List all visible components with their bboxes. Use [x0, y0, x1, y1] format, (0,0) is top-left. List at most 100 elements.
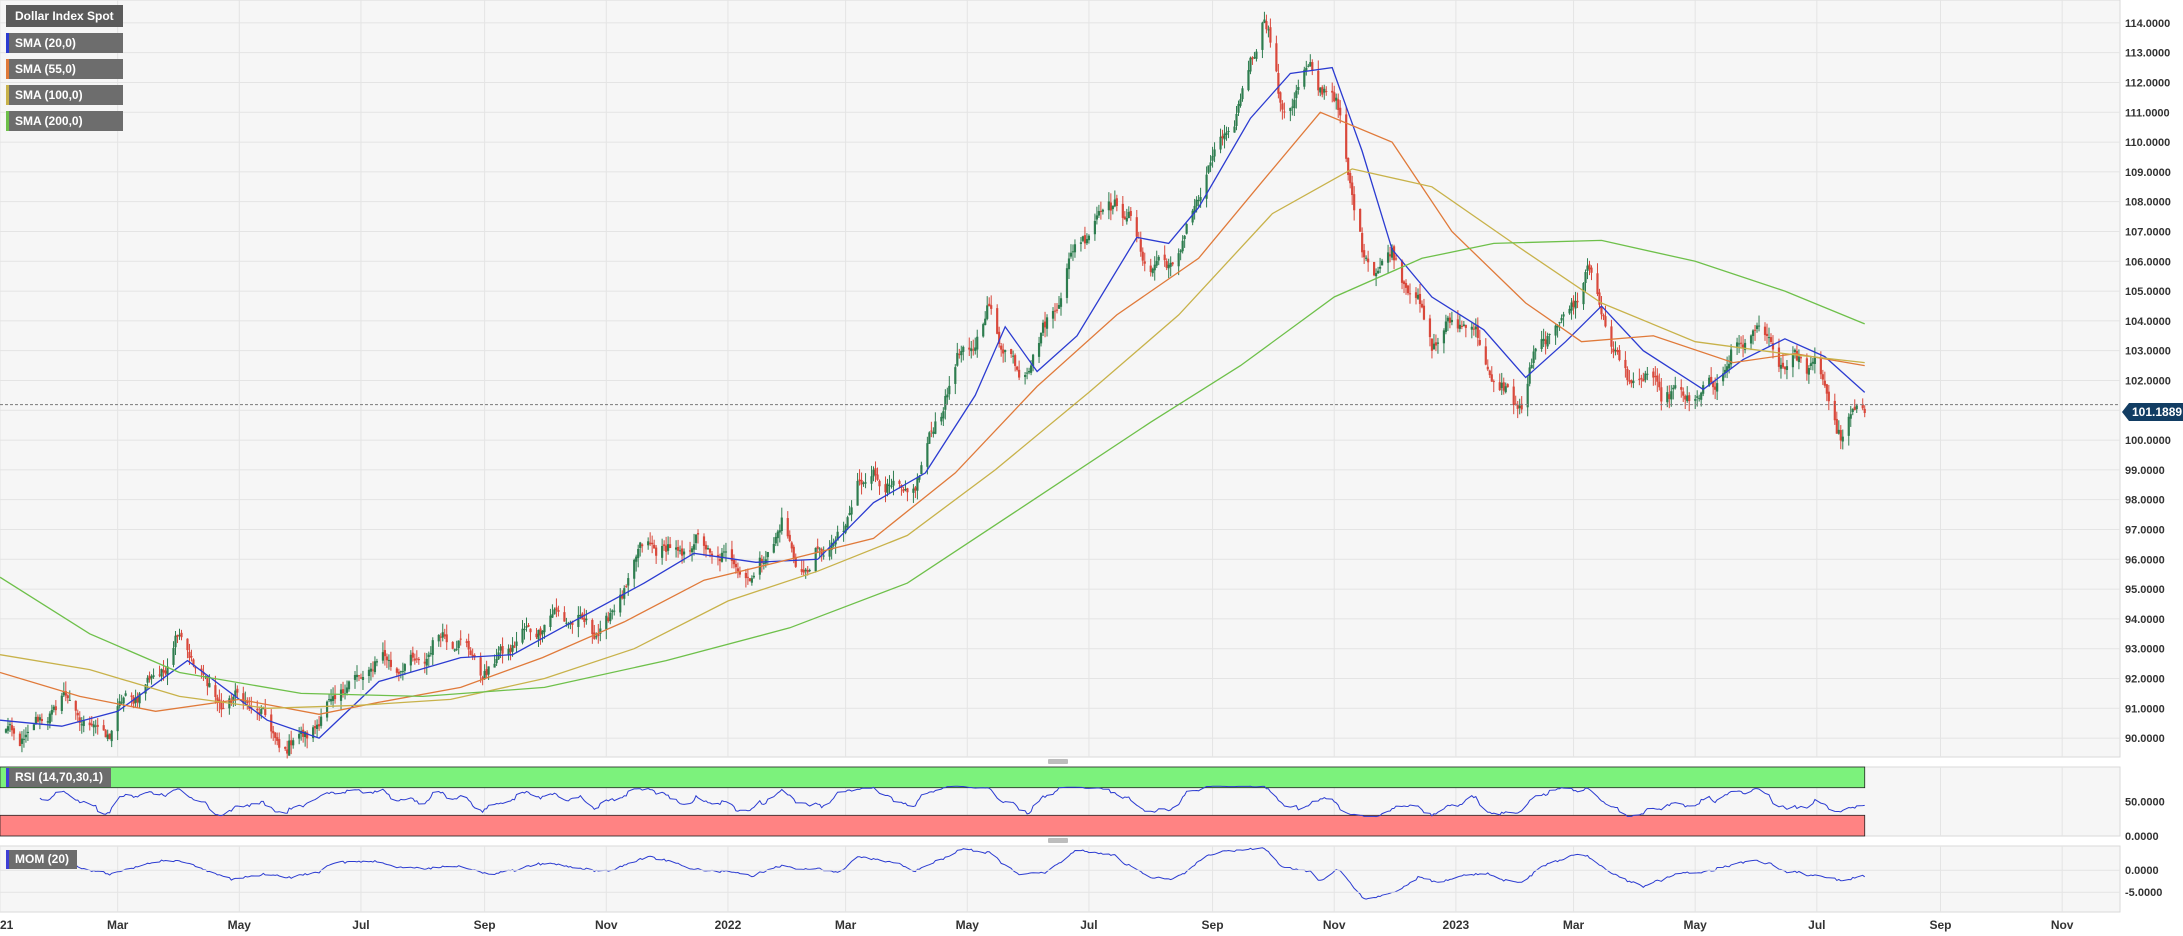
candle-body [1574, 300, 1577, 309]
candle-body [1446, 317, 1450, 322]
y-tick-label: 93.0000 [2125, 644, 2165, 656]
candle-body [1071, 251, 1075, 253]
candle-body [96, 724, 99, 727]
legend-sma-55[interactable]: SMA (55,0) [6, 59, 123, 79]
candle-body [62, 691, 65, 696]
candle-body [1109, 202, 1112, 211]
candle-body [1837, 429, 1840, 434]
candle-body [1558, 321, 1561, 324]
candle-body [1640, 377, 1643, 379]
candle-body [639, 542, 642, 548]
rsi-label[interactable]: RSI (14,70,30,1) [6, 768, 112, 787]
candle-body [1227, 130, 1230, 132]
candle-body [453, 649, 456, 651]
candle-body [886, 483, 889, 493]
candle-body [696, 533, 700, 535]
candle-body [730, 549, 734, 561]
candle-body [1712, 381, 1715, 388]
candle-body [816, 546, 819, 549]
candle-body [381, 652, 385, 661]
candle-body [1179, 250, 1182, 253]
candle-body [32, 724, 36, 731]
candle-body [752, 575, 755, 578]
candle-body [888, 484, 891, 486]
mom-label[interactable]: MOM (20) [6, 850, 77, 869]
candle-body [234, 690, 237, 697]
candle-body [944, 395, 947, 410]
candle-body [1644, 373, 1647, 380]
candle-body [1167, 264, 1170, 269]
y-tick-label: 91.0000 [2125, 703, 2165, 715]
candle-body [1157, 256, 1160, 261]
candle-body [1600, 306, 1603, 315]
candle-body [972, 349, 975, 351]
candle-body [1743, 342, 1747, 350]
candle-body [1735, 342, 1739, 348]
candle-body [1029, 365, 1033, 373]
candle-body [501, 645, 504, 654]
candle-body [292, 740, 295, 746]
candle-body [1295, 90, 1298, 99]
candle-body [1141, 251, 1144, 261]
candle-body [1628, 380, 1631, 382]
pane-resize-handle-rsi[interactable] [1048, 759, 1068, 764]
candle-body [417, 658, 420, 661]
legend-sma-100[interactable]: SMA (100,0) [6, 85, 123, 105]
candle-body [1626, 368, 1629, 381]
candle-body [1799, 357, 1803, 359]
candle-body [804, 569, 807, 572]
candle-body [1476, 325, 1479, 338]
candle-body [1392, 246, 1396, 261]
candle-body [1586, 265, 1589, 271]
candle-body [457, 640, 460, 648]
candle-body [1652, 371, 1655, 378]
candle-body [1486, 366, 1489, 370]
candle-body [40, 718, 43, 722]
candle-body [180, 632, 183, 638]
candle-body [202, 671, 205, 675]
candle-body [974, 347, 977, 351]
candle-body [1293, 99, 1296, 109]
candle-body [1777, 347, 1781, 367]
candle-body [284, 746, 287, 749]
candle-body [1107, 201, 1110, 211]
candle-body [1073, 244, 1077, 253]
candle-body [1143, 261, 1146, 264]
candle-body [906, 488, 909, 493]
candle-body [1839, 430, 1842, 441]
candle-body [1380, 260, 1384, 266]
candle-body [878, 480, 881, 487]
candle-body [399, 671, 402, 673]
candle-body [1767, 337, 1771, 339]
x-tick-label: 2023 [1443, 918, 1470, 932]
candle-body [844, 525, 847, 533]
candle-body [1460, 325, 1463, 327]
pane-resize-handle-mom[interactable] [1048, 838, 1068, 843]
candle-body [1554, 325, 1557, 336]
candle-body [1714, 386, 1717, 390]
candle-body [122, 697, 125, 704]
candle-body [734, 563, 738, 568]
candle-body [1055, 309, 1059, 311]
candle-body [499, 646, 502, 651]
candle-body [1737, 343, 1741, 345]
candle-body [479, 657, 482, 676]
candle-body [1584, 272, 1587, 284]
y-tick-label: 98.0000 [2125, 495, 2165, 507]
candle-body [1668, 394, 1671, 400]
candle-body [1458, 324, 1461, 329]
legend-title[interactable]: Dollar Index Spot [6, 5, 123, 27]
candle-body [607, 617, 610, 622]
y-tick-label: 112.0000 [2125, 77, 2170, 89]
candle-body [565, 622, 568, 624]
candle-body [451, 642, 454, 649]
candle-body [1223, 133, 1226, 140]
legend-sma-20[interactable]: SMA (20,0) [6, 33, 123, 53]
candle-body [1361, 233, 1364, 253]
legend-sma-200[interactable]: SMA (200,0) [6, 111, 123, 131]
candle-body [1002, 349, 1005, 354]
y-tick-label: 103.0000 [2125, 346, 2171, 358]
candle-body [1582, 283, 1585, 305]
candle-body [988, 303, 991, 307]
